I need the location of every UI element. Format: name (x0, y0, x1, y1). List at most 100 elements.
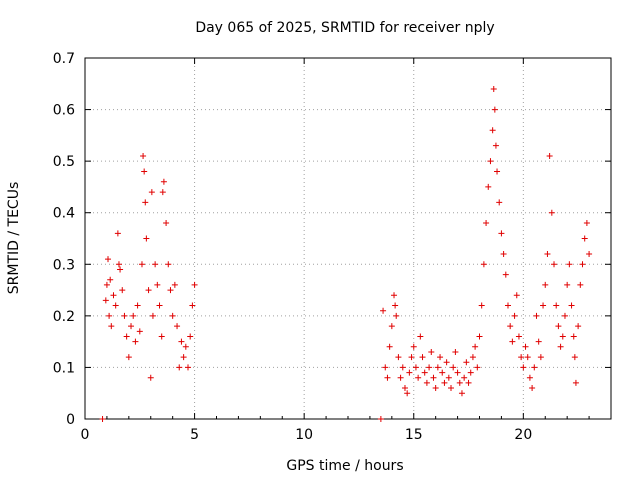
data-point (430, 374, 437, 381)
data-point (178, 338, 185, 345)
data-point (132, 338, 139, 345)
data-point (461, 374, 468, 381)
data-point (158, 333, 165, 340)
data-point (160, 178, 167, 185)
data-point (583, 220, 590, 227)
data-point (143, 235, 150, 242)
data-point (581, 235, 588, 242)
data-point (465, 379, 472, 386)
y-tick-label: 0.2 (53, 309, 75, 325)
data-point (458, 390, 465, 397)
data-point (419, 354, 426, 361)
data-point (564, 281, 571, 288)
data-point (577, 281, 584, 288)
data-point (399, 364, 406, 371)
data-point (551, 261, 558, 268)
data-point (441, 379, 448, 386)
data-point (395, 354, 402, 361)
data-point (544, 250, 551, 257)
data-point (524, 354, 531, 361)
data-point (191, 281, 198, 288)
x-tick-label: 20 (514, 427, 532, 443)
y-tick-label: 0.6 (53, 103, 75, 119)
data-point (568, 302, 575, 309)
data-point (515, 333, 522, 340)
data-point (443, 359, 450, 366)
data-point (167, 287, 174, 294)
data-point (169, 312, 176, 319)
data-point (463, 359, 470, 366)
data-point (526, 374, 533, 381)
data-point (115, 261, 122, 268)
data-point (128, 323, 135, 330)
data-point (492, 142, 499, 149)
chart-title: Day 065 of 2025, SRMTID for receiver npl… (195, 20, 494, 36)
data-point (586, 250, 593, 257)
data-point (502, 271, 509, 278)
data-point (478, 302, 485, 309)
data-point (557, 343, 564, 350)
x-tick-label: 10 (295, 427, 313, 443)
data-point (535, 338, 542, 345)
data-point (529, 385, 536, 392)
data-point (450, 364, 457, 371)
data-point (404, 390, 411, 397)
data-point (472, 343, 479, 350)
data-point (114, 230, 121, 237)
data-point (426, 364, 433, 371)
data-point (108, 323, 115, 330)
y-tick-label: 0.5 (53, 154, 75, 170)
data-point (428, 348, 435, 355)
data-point (490, 85, 497, 92)
data-point (125, 354, 132, 361)
data-point (123, 333, 130, 340)
data-point (507, 323, 514, 330)
data-point (474, 364, 481, 371)
data-point (537, 354, 544, 361)
data-point (489, 127, 496, 134)
data-point (504, 302, 511, 309)
data-point (105, 256, 112, 263)
data-point (189, 302, 196, 309)
data-point (496, 199, 503, 206)
data-point (163, 220, 170, 227)
data-point (408, 354, 415, 361)
data-points (99, 85, 593, 422)
data-point (412, 364, 419, 371)
data-point (511, 312, 518, 319)
data-point (559, 333, 566, 340)
data-point (548, 209, 555, 216)
data-point (171, 281, 178, 288)
data-point (439, 369, 446, 376)
data-point (561, 312, 568, 319)
data-point (180, 354, 187, 361)
data-point (136, 328, 143, 335)
data-point (476, 333, 483, 340)
data-point (513, 292, 520, 299)
data-point (520, 364, 527, 371)
data-point (107, 276, 114, 283)
data-point (185, 364, 192, 371)
data-point (487, 158, 494, 165)
data-point (423, 379, 430, 386)
data-point (102, 297, 109, 304)
data-point (546, 152, 553, 159)
data-point (571, 354, 578, 361)
data-point (401, 385, 408, 392)
data-point (533, 312, 540, 319)
data-point (452, 348, 459, 355)
y-axis-label: SRMTID / TECUs (6, 182, 22, 295)
data-point (152, 261, 159, 268)
y-tick-label: 0 (66, 412, 75, 428)
data-point (509, 338, 516, 345)
data-point (572, 379, 579, 386)
data-point (391, 292, 398, 299)
axis-ticks: 0 5 10 15 20 0 0.1 0.2 0.3 0.4 0.5 0.6 0.7 (53, 51, 611, 443)
x-tick-label: 15 (405, 427, 423, 443)
data-point (392, 302, 399, 309)
data-point (415, 374, 422, 381)
data-point (555, 323, 562, 330)
data-point (121, 312, 128, 319)
x-tick-label: 5 (190, 427, 199, 443)
